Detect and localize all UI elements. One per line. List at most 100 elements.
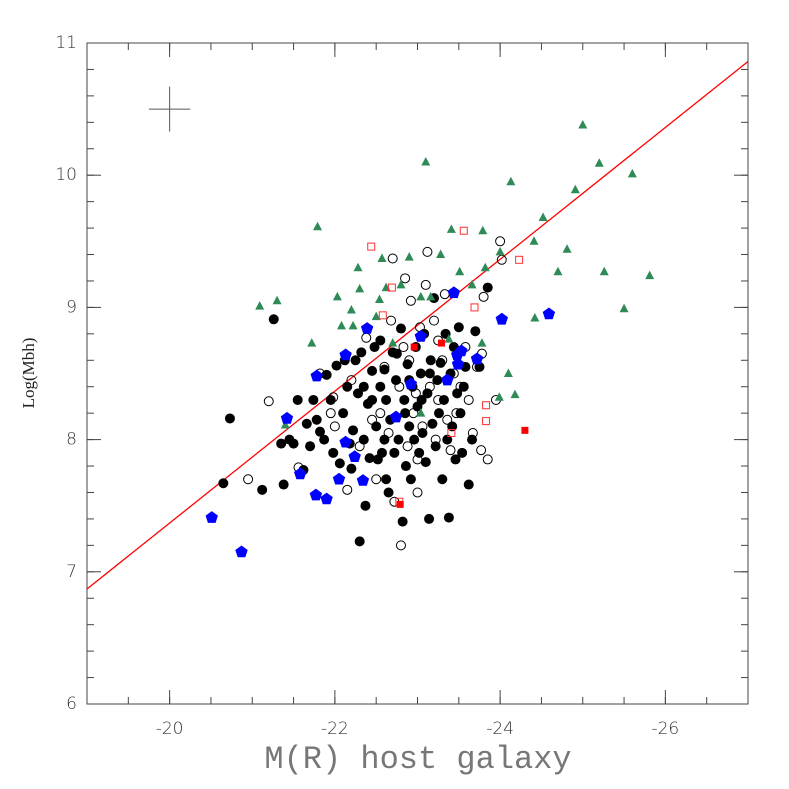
y-tick-label: 6 — [66, 694, 77, 714]
point — [442, 414, 453, 425]
point — [358, 381, 369, 392]
point — [346, 375, 357, 386]
point — [339, 435, 352, 448]
point — [445, 445, 456, 456]
point — [416, 291, 426, 301]
point — [268, 314, 279, 325]
point — [292, 394, 303, 405]
point — [389, 447, 400, 458]
point — [482, 401, 491, 410]
point — [433, 408, 444, 419]
point — [429, 315, 440, 326]
point — [355, 283, 365, 293]
y-tick-label: 9 — [66, 297, 77, 317]
point — [495, 312, 508, 325]
point — [334, 458, 345, 469]
point — [388, 338, 398, 347]
y-axis-label: Log(Mbh) — [19, 338, 38, 409]
point — [325, 394, 336, 405]
point — [482, 454, 493, 465]
point — [346, 463, 357, 474]
point — [400, 273, 411, 284]
point — [348, 450, 361, 462]
point — [470, 326, 481, 337]
point — [510, 389, 520, 399]
point — [399, 394, 410, 405]
point — [451, 357, 465, 370]
point — [477, 338, 487, 347]
point — [447, 286, 460, 299]
point — [386, 315, 397, 326]
point — [346, 305, 356, 314]
point — [391, 348, 402, 359]
point — [375, 335, 386, 346]
point — [478, 225, 488, 235]
point — [383, 427, 394, 438]
point — [415, 368, 426, 379]
point — [360, 322, 374, 334]
point — [402, 441, 413, 452]
point — [381, 394, 392, 405]
point — [396, 279, 406, 289]
point — [348, 425, 359, 436]
point — [420, 279, 431, 290]
point — [329, 421, 340, 432]
point — [361, 332, 372, 343]
point — [235, 545, 248, 558]
point — [367, 365, 378, 376]
point — [354, 441, 365, 452]
point — [482, 282, 493, 293]
point — [379, 364, 390, 375]
point — [255, 301, 265, 310]
point — [378, 311, 387, 320]
point — [311, 414, 322, 425]
point — [404, 421, 415, 432]
point — [438, 394, 449, 405]
point — [414, 447, 425, 458]
point — [331, 360, 342, 371]
point — [594, 158, 604, 167]
point — [426, 291, 436, 301]
point — [379, 434, 390, 445]
point — [446, 224, 456, 233]
point — [342, 381, 353, 392]
point — [416, 394, 427, 405]
point — [515, 255, 524, 264]
point — [578, 119, 588, 129]
point — [530, 312, 540, 322]
point — [394, 381, 405, 392]
point — [369, 342, 380, 353]
point — [218, 478, 229, 489]
point — [420, 457, 431, 468]
point — [436, 249, 446, 259]
point — [354, 536, 365, 547]
point — [480, 262, 490, 272]
point — [459, 226, 468, 235]
point — [410, 388, 421, 399]
point — [328, 447, 339, 458]
point — [412, 454, 423, 465]
point — [325, 408, 336, 419]
point — [301, 418, 312, 429]
point — [353, 262, 363, 272]
point — [619, 303, 629, 313]
point — [387, 253, 398, 264]
point — [374, 294, 384, 303]
point — [437, 474, 448, 485]
point — [320, 492, 333, 505]
point — [455, 266, 465, 276]
point — [553, 266, 563, 276]
point — [425, 355, 436, 366]
point — [278, 479, 289, 490]
point — [410, 343, 418, 351]
point — [319, 434, 330, 445]
point — [470, 303, 479, 312]
point — [437, 355, 448, 366]
point — [424, 381, 435, 392]
point — [389, 410, 403, 423]
point — [470, 352, 484, 365]
point — [272, 295, 282, 305]
point — [441, 373, 454, 386]
point — [457, 447, 468, 458]
